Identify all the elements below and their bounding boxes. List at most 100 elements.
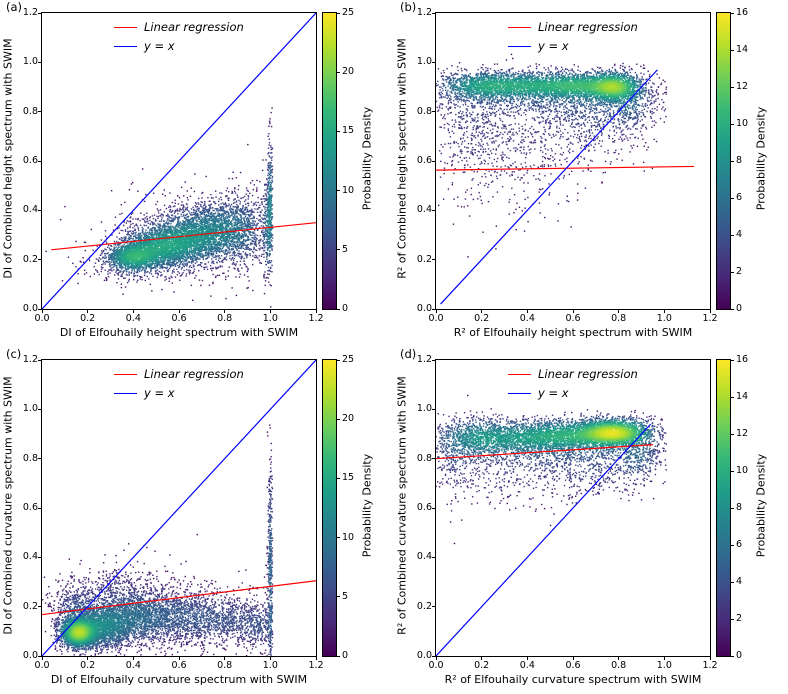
colorbar-tick-label: 15 [342,472,355,484]
colorbar-tick-mark [337,71,340,73]
y-tick-label: 0.0 [22,650,38,661]
legend-item-regression: Linear regression [508,367,638,381]
legend-item-regression: Linear regression [114,367,244,381]
legend-label-regression: Linear regression [538,20,638,34]
colorbar-tick-label: 5 [342,590,349,602]
density-scatter-canvas [42,13,316,309]
legend-item-regression: Linear regression [114,20,244,34]
y-tick-mark [432,606,435,608]
colorbar-tick-label: 16 [736,7,749,18]
x-tick-mark [41,310,43,313]
y-tick-label: 0.8 [416,105,432,117]
y-tick-label: 0.4 [416,551,432,563]
colorbar-tick-mark [731,507,734,509]
x-tick-mark [663,657,665,660]
y-tick-mark [38,507,41,509]
x-axis-label: R² of Elfouhaily height spectrum with SW… [453,326,693,339]
x-tick-label: 0.2 [474,660,490,671]
identity-line-swatch [114,392,137,394]
x-tick-label: 1.2 [702,313,718,324]
colorbar-tick-mark [337,477,340,479]
x-tick-mark [224,310,226,313]
y-tick-mark [38,111,41,113]
x-tick-label: 1.2 [308,660,324,671]
y-tick-mark [432,556,435,558]
colorbar-tick-label: 0 [736,303,743,314]
y-tick-label: 0.6 [416,502,432,513]
colorbar-tick-mark [731,197,734,199]
x-tick-mark [572,657,574,660]
x-tick-label: 0.4 [125,313,141,324]
colorbar-tick-label: 6 [736,192,743,203]
x-tick-mark [663,310,665,313]
y-tick-label: 0.4 [22,551,38,563]
y-tick-label: 0.2 [416,253,432,265]
x-tick-mark [709,657,711,660]
legend: Linear regression y = x [114,20,244,53]
colorbar-tick-label: 10 [342,184,355,196]
colorbar-tick-mark [731,396,734,398]
y-tick-mark [432,209,435,211]
colorbar-tick-mark [337,190,340,192]
x-tick-mark [618,310,620,313]
colorbar-tick-label: 2 [736,613,743,624]
panel-d: (d) R² of Combined curvature spectrum wi… [394,347,788,694]
colorbar-label: Probability Density [360,453,374,558]
y-tick-label: 0.8 [22,105,38,117]
colorbar-label: Probability Density [754,453,768,558]
x-tick-mark [315,310,317,313]
y-tick-mark [38,359,41,361]
x-tick-mark [224,657,226,660]
density-scatter-canvas [436,13,710,309]
colorbar-tick-label: 0 [736,650,743,661]
y-tick-label: 0.0 [416,303,432,314]
colorbar-tick-mark [731,470,734,472]
colorbar-tick-mark [337,418,340,420]
colorbar [716,12,731,310]
legend-label-identity: y = x [144,39,175,53]
legend-label-identity: y = x [538,39,569,53]
x-tick-label: 0.6 [565,313,581,324]
y-tick-label: 1.0 [416,56,432,68]
y-tick-label: 0.0 [22,303,38,314]
legend: Linear regression y = x [508,20,638,53]
x-tick-label: 0.0 [428,313,444,324]
y-tick-mark [38,209,41,211]
y-tick-label: 0.0 [416,650,432,661]
identity-line-swatch [508,392,531,394]
y-tick-mark [432,61,435,63]
panel-label: (c) [6,347,22,361]
identity-line-swatch [508,45,531,47]
x-tick-label: 1.0 [262,313,278,324]
colorbar-tick-mark [337,359,340,361]
x-tick-mark [41,657,43,660]
y-tick-label: 1.2 [416,354,432,365]
density-scatter-canvas [42,360,316,656]
legend-label-regression: Linear regression [538,367,638,381]
colorbar-tick-label: 4 [736,229,743,240]
colorbar-tick-label: 16 [736,354,749,365]
colorbar-tick-mark [731,49,734,51]
colorbar-tick-label: 10 [736,118,749,129]
legend: Linear regression y = x [114,367,244,400]
legend-item-identity: y = x [114,39,244,53]
y-tick-label: 1.2 [416,7,432,18]
colorbar-tick-label: 5 [342,243,349,255]
x-tick-mark [435,310,437,313]
colorbar-tick-label: 0 [342,650,349,661]
regression-line-swatch [508,26,531,28]
y-tick-mark [38,458,41,460]
legend: Linear regression y = x [508,367,638,400]
x-tick-label: 0.2 [80,313,96,324]
x-tick-mark [132,310,134,313]
y-tick-mark [38,61,41,63]
x-tick-label: 0.8 [611,660,627,671]
x-axis-label: DI of Elfouhaily curvature spectrum with… [50,673,308,686]
x-tick-mark [481,657,483,660]
colorbar-tick-label: 8 [736,502,743,513]
x-tick-label: 0.6 [171,313,187,324]
colorbar-tick-label: 14 [736,44,749,55]
x-tick-label: 0.4 [519,660,535,671]
plot-area: Linear regression y = x [41,12,317,310]
